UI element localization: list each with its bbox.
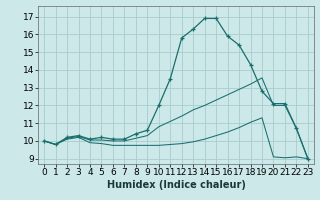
- X-axis label: Humidex (Indice chaleur): Humidex (Indice chaleur): [107, 180, 245, 190]
